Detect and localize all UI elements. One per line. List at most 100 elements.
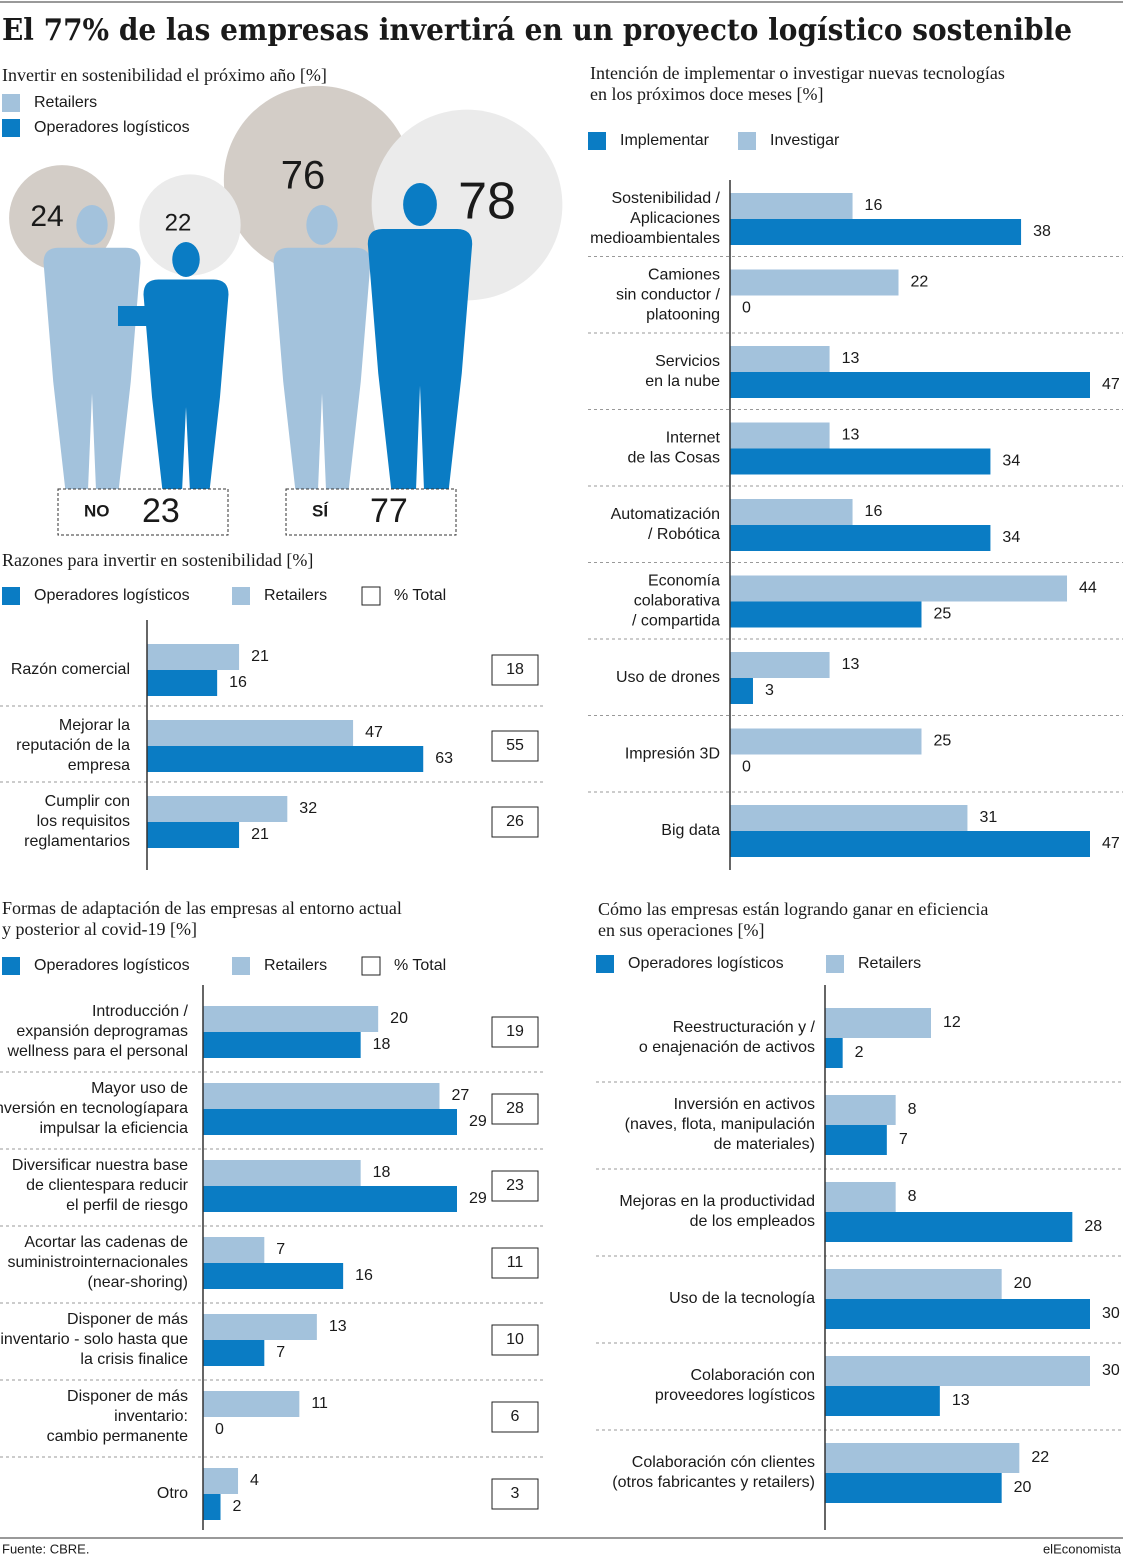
legend-label: Retailers <box>34 94 97 111</box>
category-label: Colaboración con <box>690 1367 815 1384</box>
value-label: 18 <box>373 1164 391 1181</box>
chart-title: Cómo las empresas están logrando ganar e… <box>598 899 988 919</box>
total-box <box>491 806 539 838</box>
value-label: 29 <box>469 1113 487 1130</box>
category-label: Diversificar nuestra base <box>12 1157 188 1174</box>
silhouette-body <box>367 229 473 491</box>
category-label: Camiones <box>648 267 720 284</box>
legend-label: Implementar <box>620 132 710 149</box>
bar <box>203 1263 344 1289</box>
total-value: 26 <box>506 813 524 830</box>
total-box <box>491 1401 539 1433</box>
total-value: 23 <box>142 492 180 530</box>
category-label: Mejorar la <box>59 717 130 734</box>
bar <box>825 1182 896 1212</box>
value-label: 20 <box>1014 1275 1032 1292</box>
bar <box>203 1083 440 1109</box>
value-label: 38 <box>1033 223 1051 240</box>
legend-swatch <box>826 955 844 973</box>
silhouette-body <box>273 247 371 490</box>
value-label: 16 <box>865 197 883 214</box>
bar <box>203 1391 300 1417</box>
legend-label: Operadores logísticos <box>628 955 784 972</box>
bar <box>730 831 1090 857</box>
total-value: 23 <box>506 1177 524 1194</box>
value-label: 0 <box>742 300 751 317</box>
category-label: Razón comercial <box>11 661 130 678</box>
chart-title: Invertir en sostenibilidad el próximo añ… <box>2 65 327 85</box>
bar <box>730 448 991 475</box>
value-label: 16 <box>229 674 247 691</box>
total-value: 19 <box>506 1023 524 1040</box>
legend-label: Operadores logísticos <box>34 957 190 974</box>
total-box <box>491 654 539 686</box>
total-value: 18 <box>506 661 524 678</box>
total-value: 3 <box>511 1485 520 1502</box>
bar <box>203 1109 457 1135</box>
chart-title: Razones para invertir en sostenibilidad … <box>2 550 313 570</box>
value-label: 3 <box>765 682 774 699</box>
value-label: 8 <box>908 1188 917 1205</box>
category-label: Mejoras en la productividad <box>619 1193 815 1210</box>
legend-swatch <box>2 587 20 605</box>
category-label: (near-shoring) <box>88 1274 188 1291</box>
bar <box>203 1494 221 1520</box>
category-label: reglamentarios <box>24 833 130 850</box>
value-label: 29 <box>469 1190 487 1207</box>
silhouette-head <box>76 205 108 245</box>
bar <box>730 422 830 449</box>
value-label: 11 <box>311 1395 328 1412</box>
legend-swatch <box>2 957 20 975</box>
bar <box>730 219 1022 245</box>
legend-label: Retailers <box>858 955 921 972</box>
value-label: 44 <box>1079 580 1097 597</box>
value-label: 13 <box>842 350 860 367</box>
category-label: inventario: <box>114 1408 188 1425</box>
category-label: de los empleados <box>690 1213 815 1230</box>
category-label: Cumplir con <box>45 793 130 810</box>
value-label: 18 <box>373 1036 391 1053</box>
total-value: 11 <box>507 1254 524 1271</box>
value-label: 13 <box>842 427 860 444</box>
value-label: 34 <box>1002 453 1020 470</box>
legend-label: Investigar <box>770 132 840 149</box>
category-label: el perfil de riesgo <box>66 1197 188 1214</box>
bar <box>203 1237 265 1263</box>
value-label: 21 <box>251 648 269 665</box>
value-label: 13 <box>952 1392 970 1409</box>
bar <box>825 1269 1002 1299</box>
bar <box>730 269 899 296</box>
category-label: Sostenibilidad / <box>611 190 720 207</box>
category-label: NO <box>84 501 110 520</box>
bar <box>730 575 1068 602</box>
bar <box>825 1212 1073 1242</box>
bar <box>203 1160 361 1186</box>
total-box <box>491 1247 539 1279</box>
bar <box>730 652 830 678</box>
bar <box>730 728 922 755</box>
bar <box>730 193 853 219</box>
value-label: 27 <box>451 1087 469 1104</box>
value-label: 32 <box>299 800 317 817</box>
silhouette-head <box>306 205 338 245</box>
value-label: 2 <box>233 1498 242 1515</box>
category-label: Impresión 3D <box>625 746 720 763</box>
category-label: suministrointernacionales <box>7 1254 188 1271</box>
category-label: o enajenación de activos <box>639 1039 815 1056</box>
category-label: reputación de la <box>16 737 130 754</box>
category-label: Disponer de más <box>67 1388 188 1405</box>
bar <box>147 644 240 670</box>
bar <box>730 805 968 831</box>
category-label: expansión deprogramas <box>16 1023 188 1040</box>
category-label: Internet <box>666 430 721 447</box>
category-label: (otros fabricantes y retailers) <box>612 1474 815 1491</box>
brand: elEconomista <box>1043 1541 1122 1556</box>
category-label: Disponer de más <box>67 1311 188 1328</box>
silhouette-body <box>43 247 141 490</box>
total-value: 55 <box>506 737 524 754</box>
bubble <box>9 165 115 271</box>
value-label: 7 <box>276 1241 285 1258</box>
page-title: El 77% de las empresas invertirá en un p… <box>2 13 1072 48</box>
category-label: inversión en tecnologíapara <box>0 1100 188 1117</box>
